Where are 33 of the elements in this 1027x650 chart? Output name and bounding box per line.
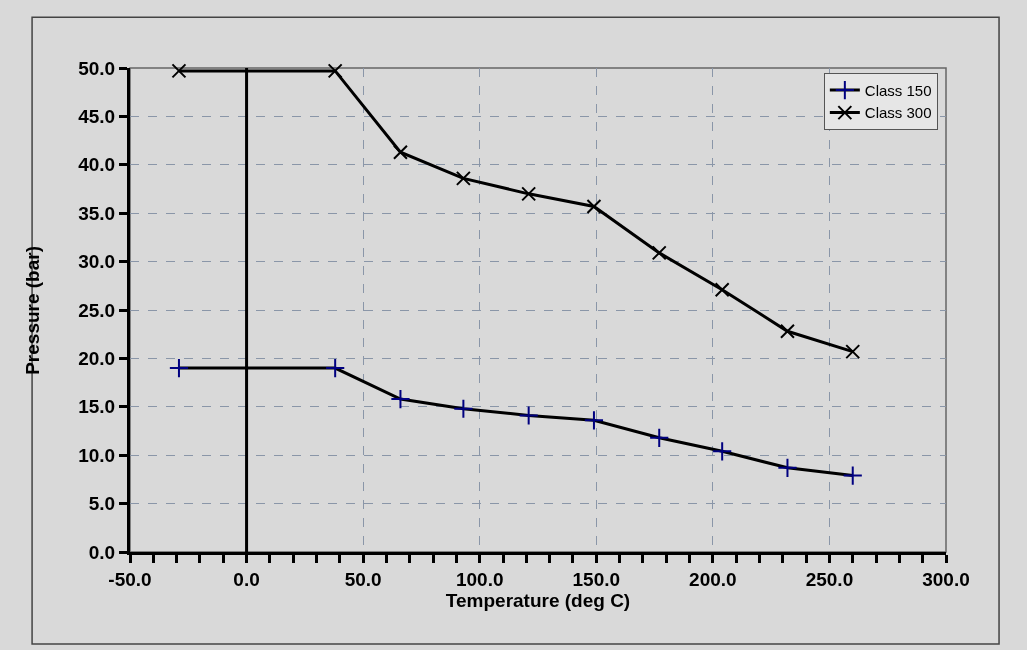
x-tick-label: 150.0 bbox=[572, 568, 621, 590]
y-tick-label: 30.0 bbox=[78, 251, 116, 273]
legend-label: Class 300 bbox=[864, 104, 932, 122]
point bbox=[521, 186, 537, 202]
y-axis-title: Pressure (bar) bbox=[21, 245, 43, 375]
x-tick-label: 300.0 bbox=[922, 568, 970, 590]
x-axis-title: Temperature (deg C) bbox=[445, 589, 631, 611]
x-tick-label: 250.0 bbox=[805, 568, 854, 590]
point bbox=[714, 282, 730, 298]
point bbox=[651, 245, 667, 261]
point bbox=[845, 344, 861, 360]
y-tick-label: 35.0 bbox=[78, 202, 116, 224]
point bbox=[779, 323, 795, 339]
y-tick-label: 50.0 bbox=[78, 57, 116, 79]
y-tick-label: 20.0 bbox=[78, 348, 116, 370]
x-tick-label: 200.0 bbox=[689, 568, 737, 590]
y-tick-label: 25.0 bbox=[78, 299, 116, 321]
point bbox=[171, 63, 187, 79]
y-tick-label: 5.0 bbox=[88, 493, 116, 515]
x-tick-label: 50.0 bbox=[344, 568, 382, 590]
point bbox=[455, 170, 471, 186]
x-tick-label: 0.0 bbox=[233, 568, 260, 590]
y-tick-label: 15.0 bbox=[78, 396, 116, 418]
y-tick-label: 40.0 bbox=[78, 154, 116, 176]
legend-label: Class 150 bbox=[864, 81, 932, 99]
x-tick-label: 100.0 bbox=[455, 568, 504, 590]
point bbox=[586, 198, 602, 214]
point bbox=[392, 144, 408, 160]
y-tick-label: 45.0 bbox=[78, 106, 116, 128]
point bbox=[327, 63, 343, 79]
x-tick-label: -50.0 bbox=[108, 568, 152, 590]
y-tick-label: 0.0 bbox=[88, 541, 116, 563]
y-tick-label: 10.0 bbox=[78, 444, 116, 466]
